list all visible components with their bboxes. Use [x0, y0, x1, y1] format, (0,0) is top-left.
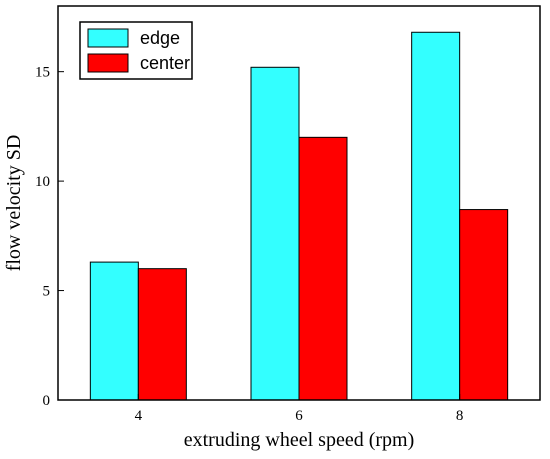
bar-edge-8: [411, 31, 461, 401]
legend-label-center: center: [140, 53, 190, 73]
y-tick-label-5: 5: [43, 284, 51, 300]
bar-center-4: [137, 268, 187, 401]
plot-frame: [57, 5, 541, 401]
y-tick-label-0: 0: [43, 393, 51, 409]
x-tick-label-4: 4: [135, 408, 143, 424]
bar-edge-6: [250, 66, 300, 401]
legend: edge center: [79, 21, 193, 80]
y-tick-label-10: 10: [35, 174, 50, 190]
bar-center-6: [298, 136, 348, 401]
y-axis-title: flow velocity SD: [3, 135, 25, 272]
bars-layer: [89, 31, 509, 401]
y-tick-label-15: 15: [35, 65, 50, 81]
legend-swatch-center: [87, 53, 129, 73]
x-tick-label-8: 8: [456, 408, 464, 424]
x-axis-title: extruding wheel speed (rpm): [184, 429, 414, 451]
bar-edge-4: [89, 261, 139, 401]
x-tick-label-6: 6: [295, 408, 303, 424]
ticks-layer: 0 5 10 15 4 6 8: [35, 65, 463, 424]
legend-swatch-edge: [87, 28, 129, 48]
legend-label-edge: edge: [140, 28, 180, 48]
bar-center-8: [459, 209, 509, 401]
